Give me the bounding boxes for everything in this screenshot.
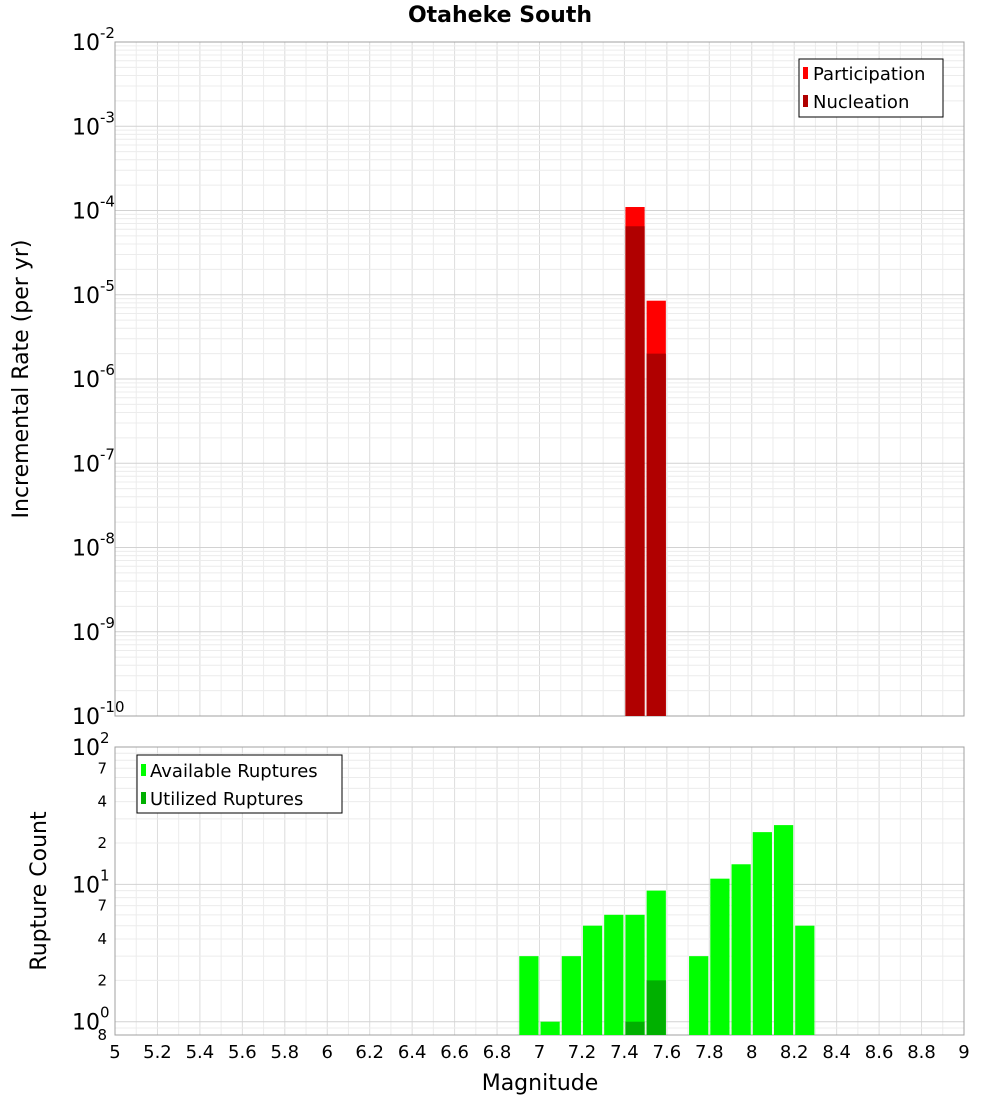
rate-y-tick-label: 10-5: [72, 277, 115, 309]
x-axis-label: Magnitude: [482, 1071, 599, 1096]
nucleation-legend-swatch: [803, 95, 808, 107]
count-y-minor-tick-label: 4: [97, 793, 107, 811]
count-plot-area: [114, 746, 965, 1036]
utilized-ruptures-bar: [625, 1021, 645, 1035]
nucleation-legend-label: Nucleation: [813, 92, 909, 113]
x-tick-label: 7.8: [695, 1042, 724, 1063]
available-ruptures-bar: [795, 925, 815, 1035]
x-tick-label: 8: [746, 1042, 757, 1063]
available-ruptures-bar: [689, 956, 709, 1035]
x-tick-label: 8.8: [907, 1042, 936, 1063]
nucleation-bar: [646, 353, 666, 716]
available-ruptures-bar: [519, 956, 539, 1035]
available-ruptures-bar: [582, 925, 603, 1035]
rate-y-tick-label: 10-4: [72, 193, 115, 225]
available-ruptures-bar: [540, 1021, 560, 1035]
count-legend: Available Ruptures Utilized Ruptures: [136, 754, 343, 814]
rate-legend: Participation Nucleation: [798, 58, 944, 118]
count-y-minor-tick-label: 2: [97, 834, 107, 852]
count-y-minor-tick-label: 7: [97, 897, 107, 915]
available-ruptures-bar: [773, 825, 794, 1035]
x-tick-label: 7: [534, 1042, 545, 1063]
x-tick-label: 6.8: [483, 1042, 512, 1063]
rate-y-axis-label: Incremental Rate (per yr): [9, 240, 34, 519]
available-ruptures-bar: [752, 832, 772, 1035]
x-tick-label: 5.6: [228, 1042, 257, 1063]
x-tick-label: 7.4: [610, 1042, 639, 1063]
rate-y-tick-label: 10-9: [72, 614, 115, 646]
x-tick-label: 5.2: [143, 1042, 172, 1063]
x-tick-label: 5.8: [270, 1042, 299, 1063]
rate-y-tick-label: 10-10: [72, 698, 125, 730]
count-legend-box: [136, 754, 343, 814]
utilized-ruptures-bar: [646, 980, 666, 1035]
rate-legend-box: [798, 58, 944, 118]
rate-plot-area: [114, 41, 965, 717]
count-y-minor-tick-label: 2: [97, 971, 107, 989]
available-ruptures-bar: [561, 956, 581, 1035]
x-tick-label: 6.4: [398, 1042, 427, 1063]
x-tick-label: 7.6: [653, 1042, 682, 1063]
x-tick-label: 8.2: [780, 1042, 809, 1063]
available-ruptures-bar: [710, 878, 730, 1035]
x-tick-label: 5.4: [186, 1042, 215, 1063]
count-y-minor-tick-label: 8: [97, 1026, 107, 1044]
rate-y-tick-label: 10-3: [72, 108, 115, 140]
available-legend-label: Available Ruptures: [150, 761, 318, 782]
rate-y-tick-label: 10-8: [72, 530, 115, 562]
available-legend-swatch: [141, 764, 146, 776]
count-y-tick-label: 102: [72, 729, 110, 761]
rate-y-tick-label: 10-6: [72, 361, 115, 393]
utilized-legend-swatch: [141, 792, 146, 804]
count-y-axis-label: Rupture Count: [27, 811, 52, 971]
x-tick-label: 9: [958, 1042, 969, 1063]
count-y-minor-tick-label: 7: [97, 759, 107, 777]
nucleation-bar: [625, 226, 645, 716]
x-tick-label: 7.2: [568, 1042, 597, 1063]
rate-y-tick-label: 10-2: [72, 24, 115, 56]
available-ruptures-bar: [604, 914, 624, 1035]
participation-legend-label: Participation: [813, 64, 925, 85]
count-y-tick-label: 101: [72, 866, 110, 898]
utilized-legend-label: Utilized Ruptures: [150, 789, 303, 810]
x-tick-label: 5: [109, 1042, 120, 1063]
available-ruptures-bar: [731, 864, 751, 1035]
x-tick-label: 8.4: [822, 1042, 851, 1063]
count-y-minor-tick-label: 4: [97, 930, 107, 948]
rate-y-tick-label: 10-7: [72, 445, 115, 477]
x-tick-label: 6.6: [440, 1042, 469, 1063]
x-tick-label: 8.6: [865, 1042, 894, 1063]
count-y-tick-label: 100: [72, 1004, 110, 1036]
x-tick-label: 6.2: [355, 1042, 384, 1063]
chart-title: Otaheke South: [408, 3, 592, 28]
available-ruptures-bar: [625, 914, 645, 1035]
x-tick-label: 6: [322, 1042, 333, 1063]
participation-legend-swatch: [803, 67, 808, 79]
